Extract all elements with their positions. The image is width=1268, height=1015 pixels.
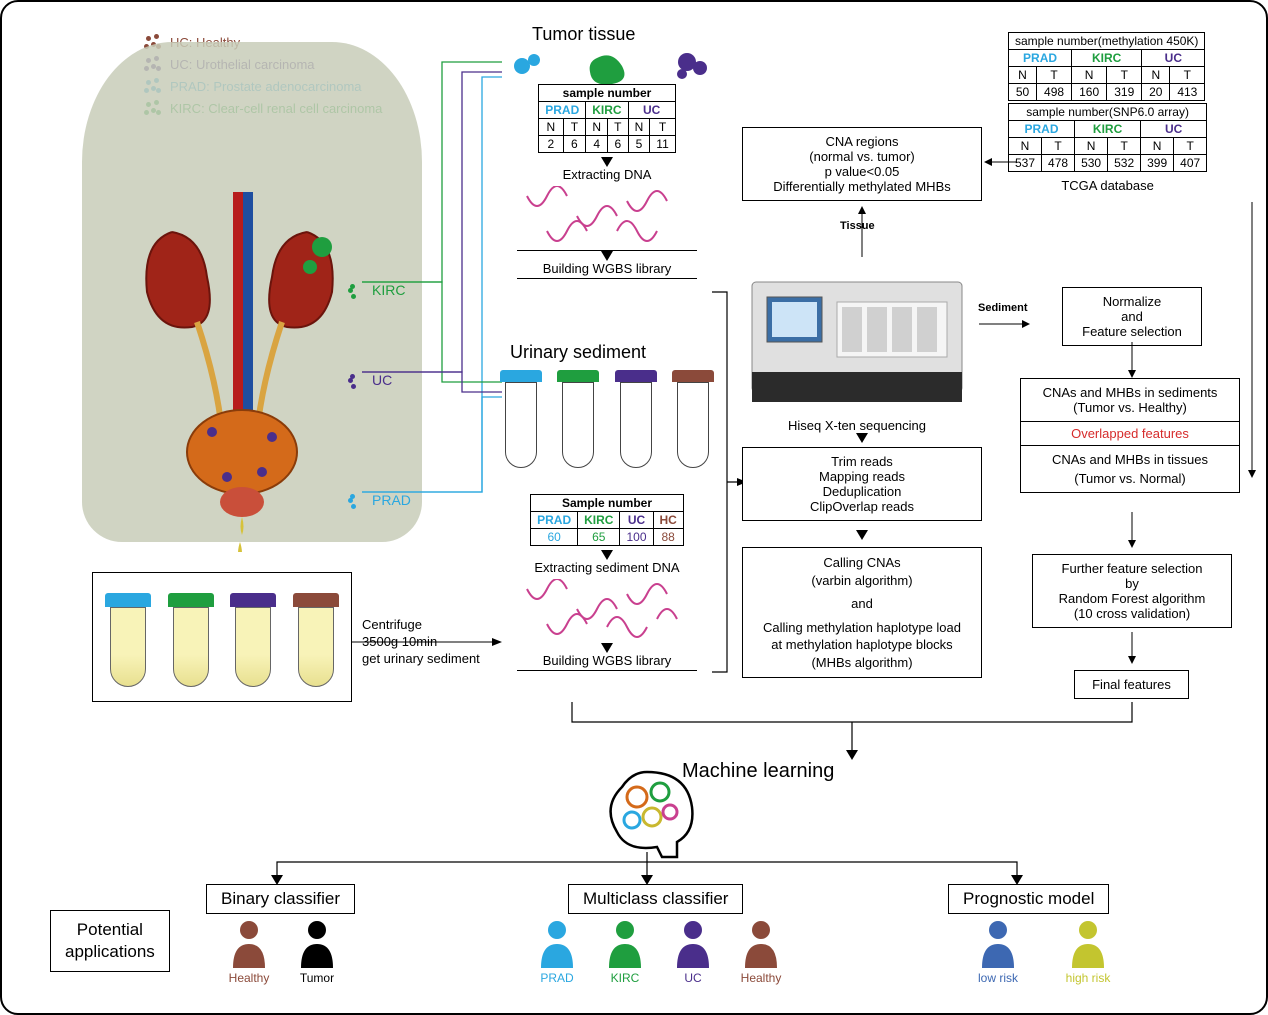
tube-prad: [105, 593, 151, 693]
tissue-dna-icon: [517, 186, 697, 246]
tissue-section: sample number PRAD KIRC UC NT NT NT 26 4…: [497, 84, 717, 279]
ml-title: Machine learning: [682, 760, 834, 783]
tissue-title: Tumor tissue: [532, 24, 635, 45]
person-uc: UC: [668, 918, 718, 985]
person-healthy: Healthy: [224, 918, 274, 985]
tissue-sample-table: sample number PRAD KIRC UC NT NT NT 26 4…: [538, 84, 676, 153]
sediment-section: Sample number PRAD KIRC UC HC 60 65 100 …: [492, 370, 722, 671]
person-low-risk: low risk: [968, 918, 1028, 985]
sediment-step1: Extracting sediment DNA: [492, 560, 722, 575]
centrifuge-l3: get urinary sediment: [362, 651, 480, 668]
sediment-tubes: [492, 370, 722, 490]
prad-cluster-icon: [348, 490, 363, 508]
prog-people: low risk high risk: [968, 918, 1118, 985]
sequencer-label: Hiseq X-ten sequencing: [742, 418, 972, 433]
sediment-right-arrow: [974, 314, 1034, 334]
tcga-table-450k: sample number(methylation 450K) PRAD KIR…: [1008, 32, 1205, 101]
final-features-box: Final features: [1074, 670, 1189, 699]
centrifuge-text: Centrifuge 3500g 10min get urinary sedim…: [362, 617, 480, 668]
tube-kirc: [168, 593, 214, 693]
tissue-step2: Building WGBS library: [497, 261, 717, 276]
tube-hc: [293, 593, 339, 693]
sediment-title: Urinary sediment: [510, 342, 646, 363]
uc-cluster-icon: [348, 370, 363, 388]
sediment-table-caption: Sample number: [531, 495, 684, 512]
sediment-sample-table: Sample number PRAD KIRC UC HC 60 65 100 …: [530, 494, 684, 546]
arrow-rf-to-final: [1122, 632, 1142, 668]
person-high-risk: high risk: [1058, 918, 1118, 985]
person-tumor: Tumor: [292, 918, 342, 985]
sequencer-icon: [742, 262, 972, 412]
calling-box: Calling CNAs (varbin algorithm) and Call…: [742, 547, 982, 678]
uc-label: UC: [372, 372, 392, 388]
tumor-blobs-icon: [502, 46, 722, 86]
sed-tube-uc: [615, 370, 657, 490]
th-kirc: KIRC: [586, 102, 628, 119]
tcga-tables: sample number(methylation 450K) PRAD KIR…: [1008, 32, 1207, 193]
cna-box: CNA regions (normal vs. tumor) p value<0…: [742, 127, 982, 201]
tissue-step1: Extracting DNA: [497, 167, 717, 182]
tcga-table-snp: sample number(SNP6.0 array) PRAD KIRC UC…: [1008, 103, 1207, 172]
rf-box: Further feature selection by Random Fore…: [1032, 554, 1232, 628]
potential-applications-box: Potential applications: [50, 910, 170, 972]
multiclass-classifier-box: Multiclass classifier: [568, 884, 743, 914]
centrifuge-l1: Centrifuge: [362, 617, 480, 634]
prognostic-model-box: Prognostic model: [948, 884, 1109, 914]
th-prad: PRAD: [539, 102, 586, 119]
kirc-cluster-icon: [348, 280, 363, 298]
sediment-step2: Building WGBS library: [492, 653, 722, 668]
binary-people: Healthy Tumor: [224, 918, 342, 985]
tube-uc: [230, 593, 276, 693]
th-uc: UC: [628, 102, 675, 119]
prad-label: PRAD: [372, 492, 411, 508]
urine-tubes: [92, 572, 352, 702]
overlap-mid: Overlapped features: [1021, 421, 1239, 446]
normalize-box: Normalize and Feature selection: [1062, 287, 1202, 346]
kirc-label: KIRC: [372, 282, 405, 298]
arrow-tcga-to-cna: [982, 152, 1022, 172]
arrow-tcga-to-tissuevenn: [1242, 202, 1262, 502]
person-kirc: KIRC: [600, 918, 650, 985]
sediment-dna-icon: [517, 579, 697, 639]
tissue-up-arrow: [852, 202, 872, 262]
binary-classifier-box: Binary classifier: [206, 884, 355, 914]
tcga-db-label: TCGA database: [1008, 178, 1207, 193]
diagram-canvas: HC: Healthy UC: Urothelial carcinoma PRA…: [0, 0, 1268, 1015]
person-hc: Healthy: [736, 918, 786, 985]
sed-tube-kirc: [557, 370, 599, 490]
tissue-table-caption: sample number: [539, 85, 676, 102]
trim-box: Trim reads Mapping reads Deduplication C…: [742, 447, 982, 521]
centrifuge-l2: 3500g 10min: [362, 634, 480, 651]
overlap-box: CNAs and MHBs in sediments(Tumor vs. Hea…: [1020, 378, 1240, 493]
arrow-venn-to-rf: [1122, 512, 1142, 552]
person-prad: PRAD: [532, 918, 582, 985]
sediment-arrow-label: Sediment: [978, 302, 1028, 314]
sed-tube-prad: [500, 370, 542, 490]
arrow-norm-to-venn: [1122, 342, 1142, 382]
body-silhouette: KIRC UC PRAD: [52, 32, 442, 652]
ml-brain-icon: [592, 762, 702, 862]
multi-people: PRAD KIRC UC Healthy: [532, 918, 786, 985]
